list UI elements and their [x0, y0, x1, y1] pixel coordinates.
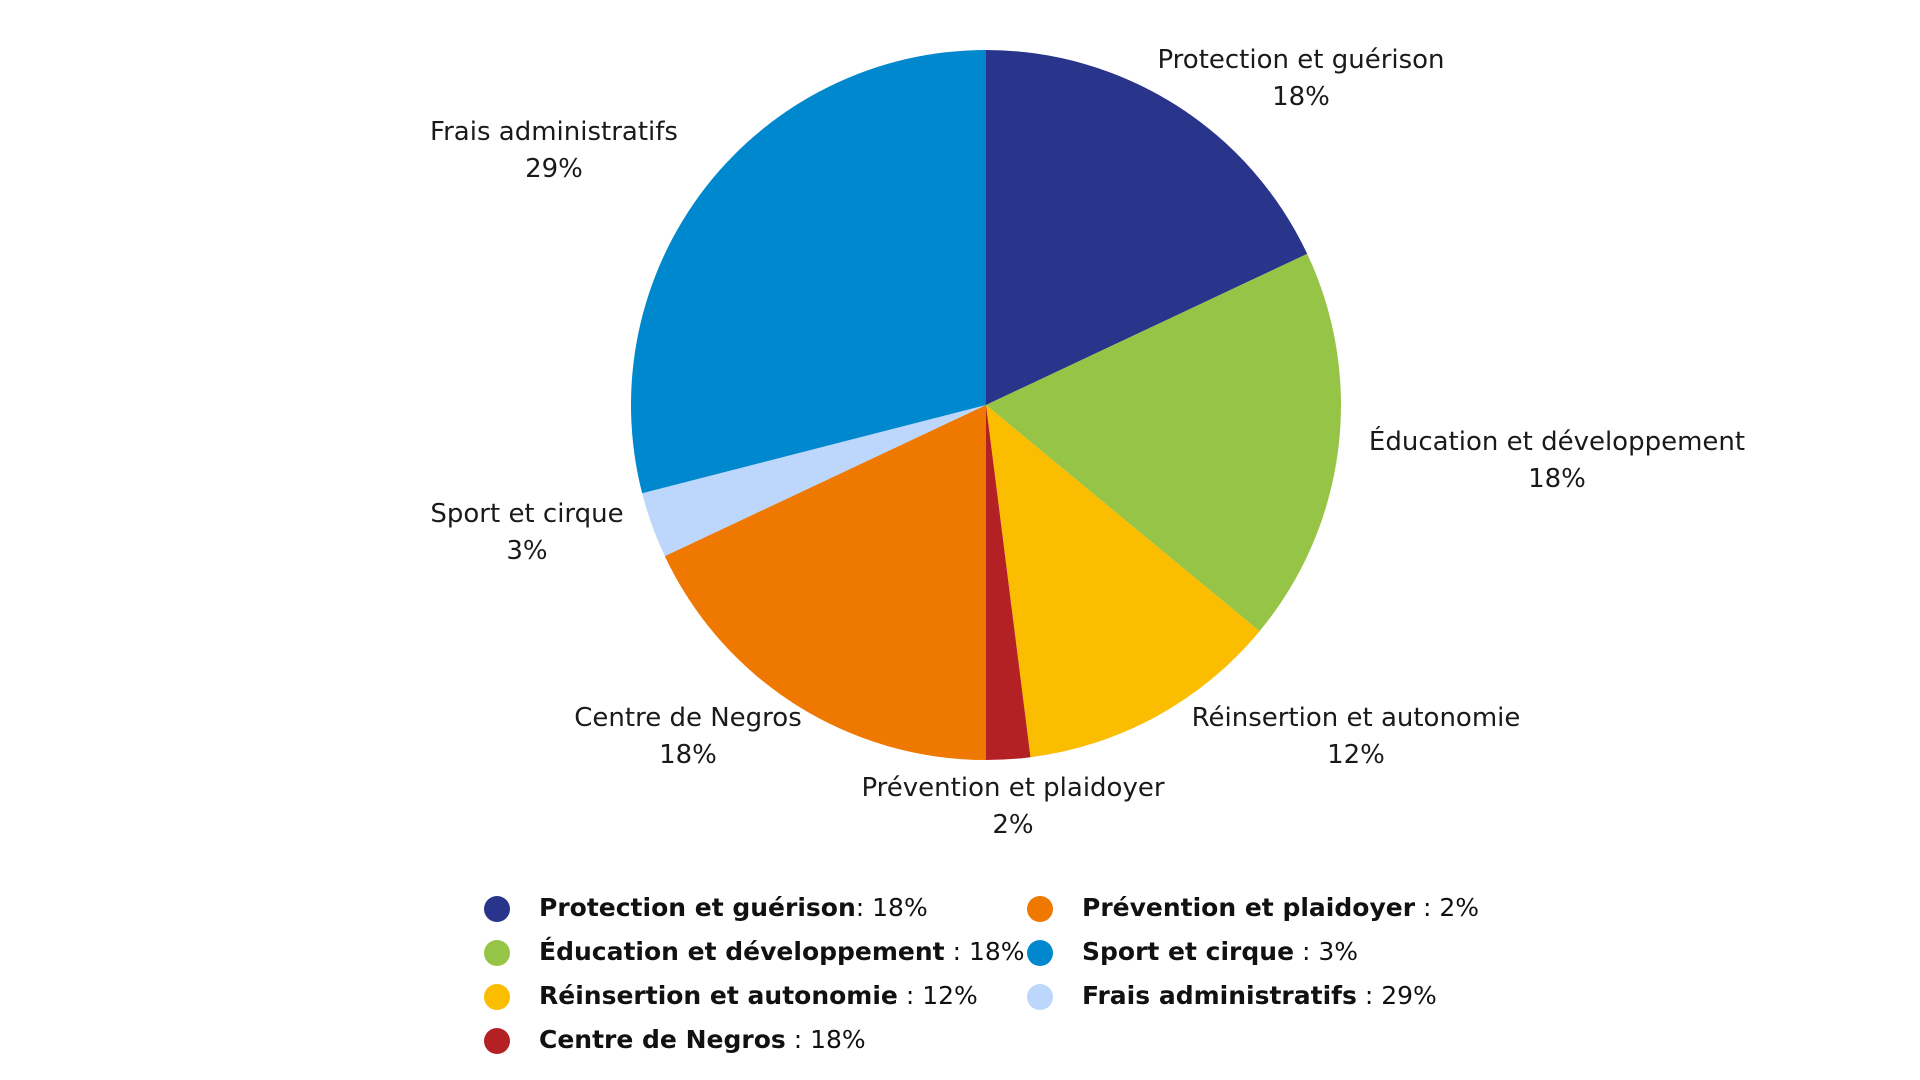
slice-label-value: 12%: [1327, 740, 1385, 770]
legend-value: 29%: [1381, 981, 1437, 1010]
slice-label-value: 2%: [992, 810, 1033, 840]
pie-slice: [986, 405, 1031, 760]
legend-separator: :: [897, 981, 923, 1010]
legend-value: 12%: [922, 981, 978, 1010]
slice-label-value: 18%: [1528, 464, 1586, 494]
pie-slice: [986, 253, 1341, 632]
chart-legend: Protection et guérison: 18% Éducation et …: [484, 888, 1484, 1078]
slice-label-name: Sport et cirque: [430, 499, 623, 529]
legend-separator: :: [944, 937, 969, 966]
legend-swatch: [1027, 940, 1053, 966]
legend-name: Réinsertion et autonomie: [539, 981, 898, 1010]
slice-label-value: 18%: [1272, 82, 1330, 112]
legend-name: Frais administratifs: [1082, 981, 1357, 1010]
legend-separator: :: [1415, 893, 1440, 922]
legend-value: 3%: [1318, 937, 1359, 966]
pie-slice: [986, 405, 1260, 758]
legend-separator: :: [1294, 937, 1319, 966]
slice-label-value: 3%: [506, 536, 547, 566]
slice-label-name: Frais administratifs: [430, 117, 678, 147]
legend-label: Sport et cirque : 3%: [1082, 932, 1358, 972]
legend-name: Sport et cirque: [1082, 937, 1295, 966]
slice-label-value: 29%: [525, 154, 583, 184]
legend-name: Centre de Negros: [539, 1025, 786, 1054]
legend-name: Protection et guérison: [539, 893, 856, 922]
legend-label: Réinsertion et autonomie : 12%: [539, 976, 978, 1016]
slice-label-value: 18%: [659, 740, 717, 770]
slice-label-name: Réinsertion et autonomie: [1192, 703, 1521, 733]
legend-value: 18%: [810, 1025, 866, 1054]
legend-label: Prévention et plaidoyer : 2%: [1082, 888, 1479, 928]
legend-swatch: [484, 984, 510, 1010]
legend-separator: :: [855, 893, 873, 922]
legend-value: 18%: [872, 893, 928, 922]
slice-label-name: Éducation et développement: [1369, 425, 1745, 457]
legend-value: 2%: [1439, 893, 1480, 922]
legend-label: Éducation et développement : 18%: [539, 932, 1025, 972]
legend-separator: :: [785, 1025, 811, 1054]
slice-label-name: Prévention et plaidoyer: [861, 773, 1164, 803]
legend-swatch: [1027, 896, 1053, 922]
legend-name: Éducation et développement: [539, 937, 945, 966]
pie-chart-svg: Protection et guérison 18% Éducation et dé…: [430, 45, 1745, 840]
pie-slice: [986, 50, 1308, 405]
legend-name: Prévention et plaidoyer: [1082, 893, 1416, 922]
legend-swatch: [1027, 984, 1053, 1010]
legend-label: Protection et guérison: 18%: [539, 888, 928, 928]
legend-swatch: [484, 1028, 510, 1054]
legend-swatch: [484, 896, 510, 922]
slice-label-name: Protection et guérison: [1157, 45, 1444, 75]
pie-slice: [631, 50, 986, 494]
legend-swatch: [484, 940, 510, 966]
legend-label: Frais administratifs : 29%: [1082, 976, 1437, 1016]
pie-slice: [642, 405, 986, 557]
legend-value: 18%: [968, 937, 1025, 966]
pie-slice: [664, 405, 986, 760]
legend-separator: :: [1356, 981, 1382, 1010]
legend-label: Centre de Negros : 18%: [539, 1020, 866, 1060]
slice-label-name: Centre de Negros: [574, 703, 802, 733]
